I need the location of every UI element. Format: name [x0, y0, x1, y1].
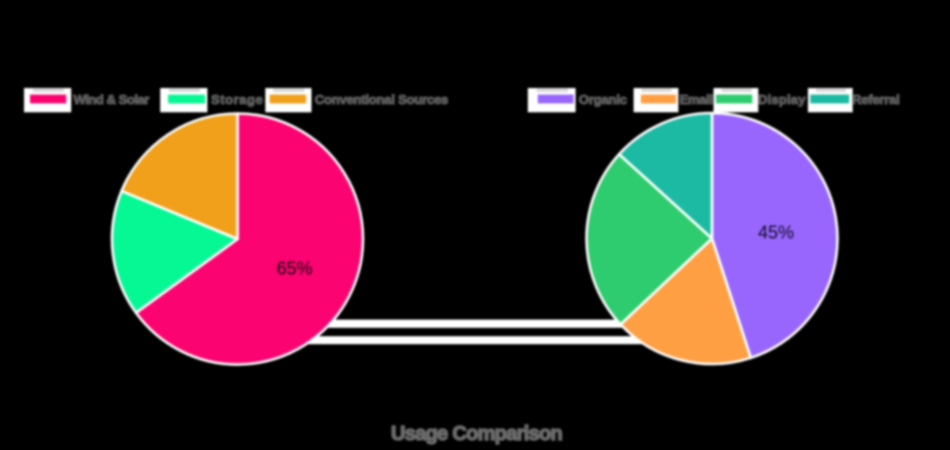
svg-text:45%: 45%	[758, 222, 794, 242]
svg-text:Email: Email	[680, 92, 713, 107]
svg-text:Usage Comparison: Usage Comparison	[391, 423, 562, 445]
svg-text:65%: 65%	[276, 259, 312, 279]
svg-text:Storage: Storage	[211, 92, 263, 107]
svg-text:Referral: Referral	[852, 92, 900, 107]
svg-text:Wind & Solar: Wind & Solar	[74, 92, 150, 107]
svg-text:Conventional Sources: Conventional Sources	[315, 92, 448, 107]
svg-text:Organic: Organic	[579, 92, 627, 107]
svg-text:Display: Display	[758, 92, 806, 107]
